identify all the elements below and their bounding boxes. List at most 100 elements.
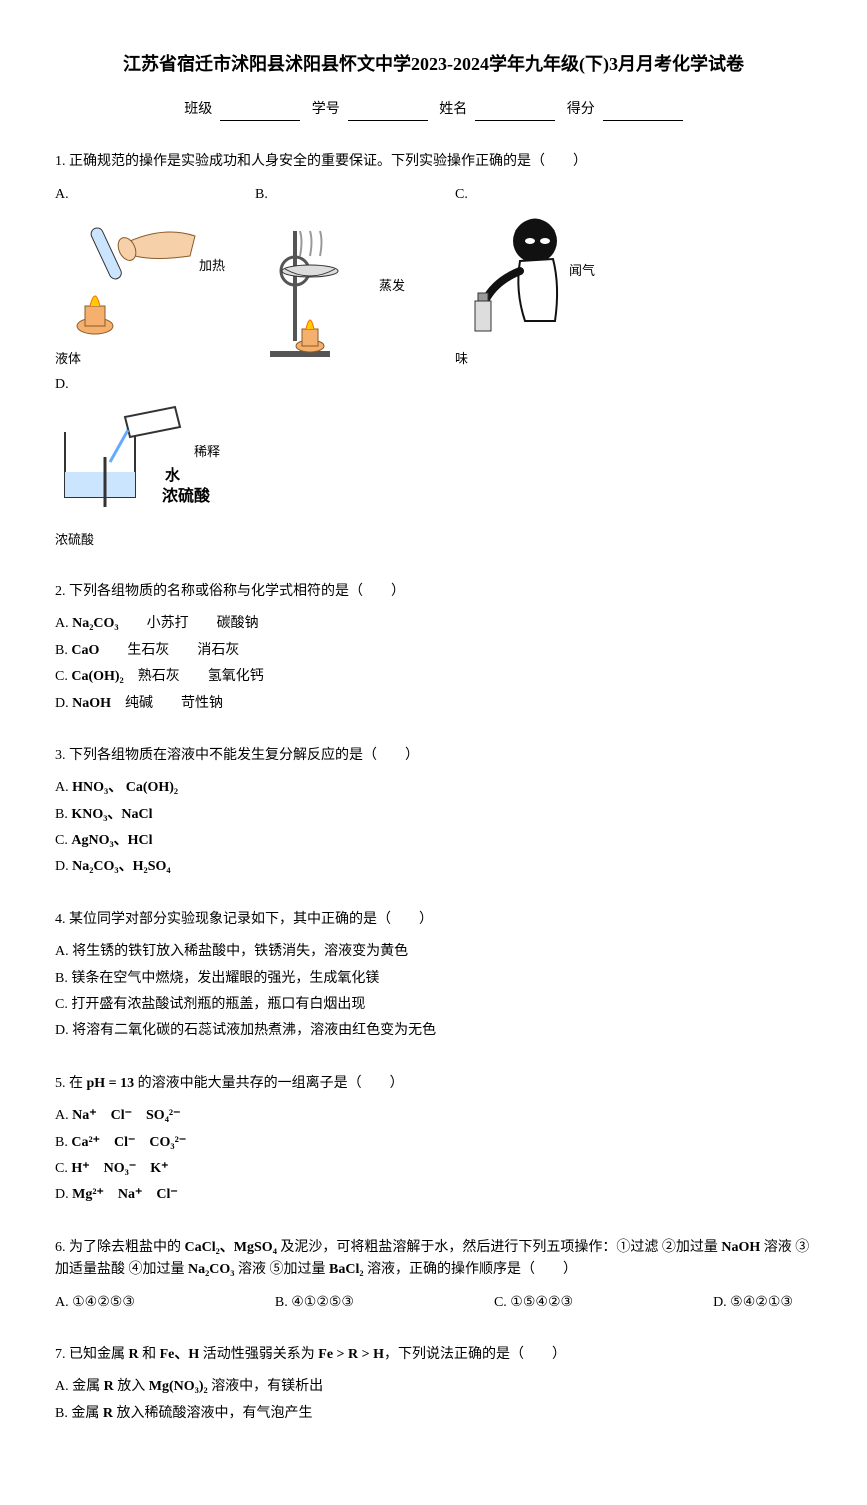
q3-choice-c: C. AgNO₃、HCl xyxy=(55,830,812,852)
q7-stem-2: 和 xyxy=(139,1347,160,1362)
q2-d-label: D. xyxy=(55,696,72,711)
q4-choice-d: D. 将溶有二氧化碳的石蕊试液加热煮沸，溶液由红色变为无色 xyxy=(55,1020,812,1042)
question-6: 6. 为了除去粗盐中的 CaCl₂、MgSO₄ 及泥沙，可将粗盐溶解于水，然后进… xyxy=(55,1237,812,1314)
q1-b-caption: 蒸发 xyxy=(379,276,405,297)
q7-a-1: A. 金属 xyxy=(55,1379,104,1394)
question-5: 5. 在 pH = 13 的溶液中能大量共存的一组离子是（ ） A. Na⁺ C… xyxy=(55,1073,812,1207)
heating-liquid-icon xyxy=(55,211,215,341)
q1-d-caption1: 稀释 xyxy=(194,442,220,463)
q7-f2: Fe、H xyxy=(160,1347,200,1362)
q4-choice-a: A. 将生锈的铁钉放入稀盐酸中，铁锈消失，溶液变为黄色 xyxy=(55,941,812,963)
q1-b-label: B. xyxy=(255,184,268,206)
q5-c-formula: H⁺ NO₃⁻ K⁺ xyxy=(71,1161,168,1176)
q2-choice-a: A. Na₂CO₃ 小苏打 碳酸钠 xyxy=(55,613,812,635)
id-blank[interactable] xyxy=(348,105,428,121)
name-label: 姓名 xyxy=(439,102,467,117)
q3-a-formula: HNO₃、 Ca(OH)₂ xyxy=(72,780,178,795)
q3-a-label: A. xyxy=(55,780,72,795)
q3-choice-b: B. KNO₃、NaCl xyxy=(55,804,812,826)
q3-choice-a: A. HNO₃、 Ca(OH)₂ xyxy=(55,777,812,799)
q7-choice-a: A. 金属 R 放入 Mg(NO₃)₂ 溶液中，有镁析出 xyxy=(55,1376,812,1398)
q5-a-formula: Na⁺ Cl⁻ SO₄²⁻ xyxy=(72,1108,180,1123)
q7-stem-3: 活动性强弱关系为 xyxy=(199,1347,318,1362)
q5-b-label: B. xyxy=(55,1135,71,1150)
name-blank[interactable] xyxy=(475,105,555,121)
q1-a-caption1: 加热 xyxy=(199,256,225,277)
q5-choice-b: B. Ca²⁺ Cl⁻ CO₃²⁻ xyxy=(55,1132,812,1154)
q2-choice-b: B. CaO 生石灰 消石灰 xyxy=(55,640,812,662)
q1-choices: A. 加热 液体 B. xyxy=(55,184,812,551)
q5-c-label: C. xyxy=(55,1161,71,1176)
q7-stem-4: ，下列说法正确的是（ ） xyxy=(384,1347,566,1362)
q1-d-caption3: 浓硫酸 xyxy=(162,484,210,510)
q6-f3: Na₂CO₃ xyxy=(188,1262,235,1277)
q3-stem: 3. 下列各组物质在溶液中不能发生复分解反应的是（ ） xyxy=(55,745,812,767)
q2-a-formula: Na₂CO₃ xyxy=(72,616,119,631)
q2-a-text: 小苏打 碳酸钠 xyxy=(119,616,259,631)
q5-stem-2: 的溶液中能大量共存的一组离子是（ ） xyxy=(134,1076,404,1091)
q5-choice-c: C. H⁺ NO₃⁻ K⁺ xyxy=(55,1158,812,1180)
q6-f4: BaCl₂ xyxy=(329,1262,364,1277)
q2-a-label: A. xyxy=(55,616,72,631)
question-3: 3. 下列各组物质在溶液中不能发生复分解反应的是（ ） A. HNO₃、 Ca(… xyxy=(55,745,812,879)
q5-d-formula: Mg²⁺ Na⁺ Cl⁻ xyxy=(72,1187,178,1202)
q1-d-caption4: 浓硫酸 xyxy=(55,530,94,551)
q2-d-text: 纯碱 苛性钠 xyxy=(111,696,223,711)
q3-b-label: B. xyxy=(55,807,71,822)
q1-c-label: C. xyxy=(455,184,468,206)
q2-choice-c: C. Ca(OH)₂ 熟石灰 氢氧化钙 xyxy=(55,666,812,688)
q6-choice-a: A. ①④②⑤③ xyxy=(55,1292,135,1314)
q5-choice-a: A. Na⁺ Cl⁻ SO₄²⁻ xyxy=(55,1105,812,1127)
id-label: 学号 xyxy=(312,102,340,117)
q6-choice-d: D. ⑤④②①③ xyxy=(713,1292,793,1314)
score-label: 得分 xyxy=(567,102,595,117)
exam-title: 江苏省宿迁市沭阳县沭阳县怀文中学2023-2024学年九年级(下)3月月考化学试… xyxy=(55,50,812,79)
q4-choice-b: B. 镁条在空气中燃烧，发出耀眼的强光，生成氧化镁 xyxy=(55,968,812,990)
q1-c-caption2: 味 xyxy=(455,349,468,370)
q7-choice-b: B. 金属 R 放入稀硫酸溶液中，有气泡产生 xyxy=(55,1403,812,1425)
q7-a-f1: R xyxy=(104,1379,114,1394)
q3-choice-d: D. Na₂CO₃、H₂SO₄ xyxy=(55,856,812,878)
q7-stem-1: 7. 已知金属 xyxy=(55,1347,129,1362)
class-blank[interactable] xyxy=(220,105,300,121)
q7-a-2: 放入 xyxy=(114,1379,149,1394)
q6-stem-4: 溶液 ⑤加过量 xyxy=(235,1262,330,1277)
q2-c-text: 熟石灰 氢氧化钙 xyxy=(124,669,264,684)
q6-stem-1: 6. 为了除去粗盐中的 xyxy=(55,1240,185,1255)
evaporation-icon xyxy=(255,211,385,366)
q6-choice-b: B. ④①②⑤③ xyxy=(275,1292,354,1314)
class-label: 班级 xyxy=(184,102,212,117)
q7-stem: 7. 已知金属 R 和 Fe、H 活动性强弱关系为 Fe > R > H，下列说… xyxy=(55,1344,812,1366)
q3-d-label: D. xyxy=(55,859,72,874)
q6-f1: CaCl₂、MgSO₄ xyxy=(185,1240,277,1255)
q3-c-label: C. xyxy=(55,833,71,848)
q2-c-label: C. xyxy=(55,669,71,684)
q7-b-f1: R xyxy=(103,1406,113,1421)
q7-a-3: 溶液中，有镁析出 xyxy=(208,1379,324,1394)
q2-d-formula: NaOH xyxy=(72,696,111,711)
question-1: 1. 正确规范的操作是实验成功和人身安全的重要保证。下列实验操作正确的是（ ） … xyxy=(55,151,812,551)
q5-d-label: D. xyxy=(55,1187,72,1202)
q1-choice-c: C. 闻气 味 xyxy=(455,184,635,375)
q4-choice-c: C. 打开盛有浓盐酸试剂瓶的瓶盖，瓶口有白烟出现 xyxy=(55,994,812,1016)
q3-c-formula: AgNO₃、HCl xyxy=(71,833,152,848)
q6-stem-2: 及泥沙，可将粗盐溶解于水，然后进行下列五项操作：①过滤 ②加过量 xyxy=(277,1240,722,1255)
q1-stem: 1. 正确规范的操作是实验成功和人身安全的重要保证。下列实验操作正确的是（ ） xyxy=(55,151,812,173)
q6-f2: NaOH xyxy=(721,1240,760,1255)
q6-stem-5: 溶液，正确的操作顺序是（ ） xyxy=(364,1262,578,1277)
q1-c-caption1: 闻气 xyxy=(569,261,595,282)
q5-a-label: A. xyxy=(55,1108,72,1123)
q4-stem: 4. 某位同学对部分实验现象记录如下，其中正确的是（ ） xyxy=(55,909,812,931)
q6-stem: 6. 为了除去粗盐中的 CaCl₂、MgSO₄ 及泥沙，可将粗盐溶解于水，然后进… xyxy=(55,1237,812,1282)
q1-choice-b: B. 蒸发 xyxy=(255,184,435,375)
q1-a-label: A. xyxy=(55,184,69,206)
score-blank[interactable] xyxy=(603,105,683,121)
q3-b-formula: KNO₃、NaCl xyxy=(71,807,152,822)
q5-b-formula: Ca²⁺ Cl⁻ CO₃²⁻ xyxy=(71,1135,186,1150)
q6-choice-c: C. ①⑤④②③ xyxy=(494,1292,573,1314)
student-info-line: 班级 学号 姓名 得分 xyxy=(55,99,812,121)
question-4: 4. 某位同学对部分实验现象记录如下，其中正确的是（ ） A. 将生锈的铁钉放入… xyxy=(55,909,812,1043)
q7-b-2: 放入稀硫酸溶液中，有气泡产生 xyxy=(113,1406,313,1421)
q7-f1: R xyxy=(129,1347,139,1362)
q3-d-formula: Na₂CO₃、H₂SO₄ xyxy=(72,859,170,874)
